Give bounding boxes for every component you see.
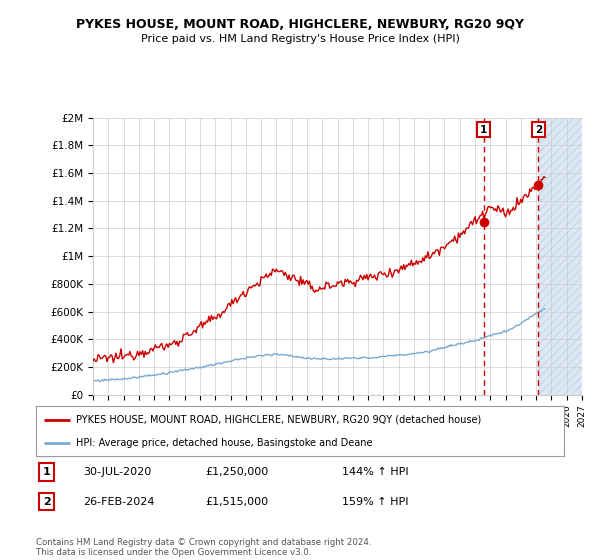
Text: 2: 2	[535, 124, 542, 134]
Bar	[538, 118, 582, 395]
Text: PYKES HOUSE, MOUNT ROAD, HIGHCLERE, NEWBURY, RG20 9QY: PYKES HOUSE, MOUNT ROAD, HIGHCLERE, NEWB…	[76, 18, 524, 31]
Text: 2: 2	[43, 497, 50, 507]
Text: 26-FEB-2024: 26-FEB-2024	[83, 497, 155, 507]
Text: 1: 1	[480, 124, 488, 134]
Text: Contains HM Land Registry data © Crown copyright and database right 2024.
This d: Contains HM Land Registry data © Crown c…	[36, 538, 371, 557]
Text: 144% ↑ HPI: 144% ↑ HPI	[342, 467, 409, 477]
Text: Price paid vs. HM Land Registry's House Price Index (HPI): Price paid vs. HM Land Registry's House …	[140, 34, 460, 44]
Text: 1: 1	[43, 467, 50, 477]
Text: HPI: Average price, detached house, Basingstoke and Deane: HPI: Average price, detached house, Basi…	[76, 438, 372, 448]
Text: 159% ↑ HPI: 159% ↑ HPI	[342, 497, 409, 507]
Text: £1,250,000: £1,250,000	[205, 467, 268, 477]
Text: 30-JUL-2020: 30-JUL-2020	[83, 467, 152, 477]
Text: PYKES HOUSE, MOUNT ROAD, HIGHCLERE, NEWBURY, RG20 9QY (detached house): PYKES HOUSE, MOUNT ROAD, HIGHCLERE, NEWB…	[76, 414, 481, 424]
Bar	[538, 118, 582, 395]
Text: £1,515,000: £1,515,000	[205, 497, 268, 507]
